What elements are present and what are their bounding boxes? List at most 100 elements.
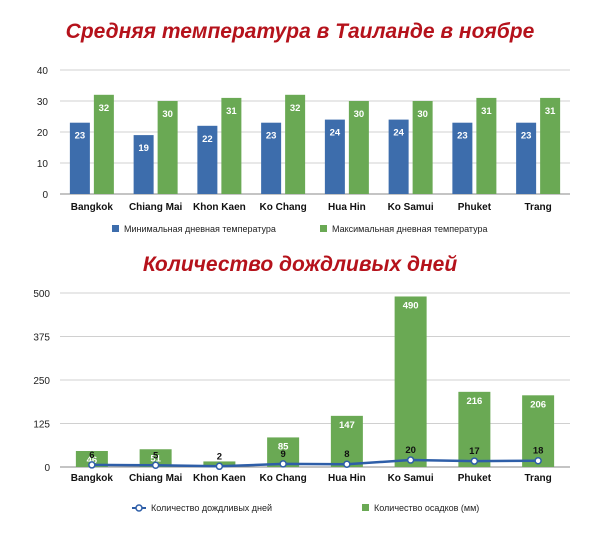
bar — [75, 450, 108, 467]
data-label: 32 — [99, 103, 110, 114]
data-label: 30 — [417, 109, 428, 120]
bar-data-label: 46 — [87, 455, 98, 466]
temperature-chart: 0 10 20 30 40 23 32 Bangkok 19 30 Chiang Mai 22 31 Kh… — [37, 66, 570, 234]
data-label: 23 — [521, 131, 532, 142]
y-tick-label: 250 — [33, 376, 50, 387]
rain-chart-title: Количество дождливых дней — [142, 253, 458, 276]
bar — [285, 94, 306, 194]
y-tick-label: 20 — [37, 128, 49, 139]
line-data-label: 6 — [89, 450, 94, 461]
bar — [139, 449, 172, 467]
legend-label: Минимальная дневная температура — [124, 224, 276, 234]
data-label: 24 — [393, 128, 404, 139]
line-data-label: 17 — [469, 446, 480, 457]
line-data-label: 20 — [405, 445, 416, 456]
line-data-label: 2 — [217, 451, 222, 462]
legend-marker — [135, 504, 143, 512]
bar — [516, 122, 537, 194]
bar — [133, 135, 154, 194]
y-tick-label: 0 — [42, 190, 48, 201]
line-point — [343, 460, 351, 468]
line-point — [406, 456, 415, 464]
line-point — [534, 456, 542, 465]
category-label: Hua Hin — [328, 473, 366, 484]
legend-label: Максимальная дневная температура — [332, 224, 488, 234]
y-tick-label: 30 — [37, 97, 49, 108]
legend-swatch — [112, 225, 119, 232]
line-point — [151, 461, 160, 470]
bar — [157, 101, 178, 194]
bar — [452, 122, 473, 194]
data-label: 23 — [457, 131, 468, 142]
line-point — [279, 460, 287, 468]
y-tick-label: 10 — [37, 159, 49, 170]
bar-data-label: 206 — [530, 399, 546, 410]
category-label: Bangkok — [71, 473, 114, 484]
y-tick-label: 0 — [44, 463, 50, 474]
y-tick-label: 500 — [33, 289, 50, 300]
y-tick-label: 40 — [37, 66, 49, 77]
category-label: Ko Samui — [388, 473, 434, 484]
bar — [324, 119, 345, 194]
line-data-label: 8 — [344, 449, 349, 460]
data-label: 32 — [290, 103, 301, 114]
category-label: Khon Kaen — [193, 202, 246, 213]
category-label: Phuket — [458, 202, 492, 213]
bar-data-label: 147 — [339, 420, 355, 431]
bar-data-label: 490 — [403, 300, 419, 311]
category-label: Chiang Mai — [129, 202, 183, 213]
line-data-label: 5 — [153, 450, 159, 461]
y-tick-label: 125 — [33, 420, 50, 431]
legend-swatch — [320, 225, 327, 232]
legend-label: Количество дождливых дней — [151, 503, 272, 513]
data-label: 31 — [545, 106, 556, 117]
category-label: Chiang Mai — [129, 473, 183, 484]
bar-data-label: 85 — [278, 441, 289, 452]
category-label: Ko Samui — [388, 202, 434, 213]
category-label: Ko Chang — [260, 202, 307, 213]
legend-label: Количество осадков (мм) — [374, 503, 479, 513]
data-label: 31 — [481, 106, 492, 117]
temperature-chart-title: Средняя температура в Таиланде в ноябре — [65, 20, 535, 43]
bar — [197, 125, 218, 194]
bar — [394, 296, 427, 467]
category-label: Trang — [525, 202, 552, 213]
data-label: 19 — [138, 143, 149, 154]
bar — [348, 101, 369, 194]
data-label: 30 — [162, 109, 173, 120]
data-label: 24 — [330, 128, 341, 139]
data-label: 31 — [226, 106, 237, 117]
bar — [330, 415, 363, 467]
bar — [458, 391, 491, 467]
line-point — [470, 457, 479, 465]
bar — [221, 97, 242, 194]
line-point — [215, 462, 224, 471]
data-label: 23 — [75, 131, 86, 142]
legend-swatch — [362, 504, 369, 511]
bar — [540, 97, 561, 194]
bar — [476, 97, 497, 194]
data-label: 22 — [202, 134, 213, 145]
bar — [69, 122, 90, 194]
rainy-days-line — [91, 458, 539, 468]
bar — [93, 94, 114, 194]
bar — [522, 395, 555, 467]
bar — [261, 122, 282, 194]
category-label: Phuket — [458, 473, 492, 484]
line-point — [88, 461, 96, 469]
category-label: Bangkok — [71, 202, 114, 213]
category-label: Hua Hin — [328, 202, 366, 213]
bar — [412, 101, 433, 194]
category-label: Ko Chang — [260, 473, 307, 484]
bar-data-label: 216 — [466, 396, 482, 407]
category-label: Khon Kaen — [193, 473, 246, 484]
line-data-label: 9 — [280, 449, 285, 460]
category-label: Trang — [525, 473, 552, 484]
y-tick-label: 375 — [33, 333, 50, 344]
bar — [388, 119, 409, 194]
line-data-label: 18 — [533, 446, 544, 457]
data-label: 23 — [266, 131, 277, 142]
data-label: 30 — [354, 109, 365, 120]
bar-data-label: 51 — [150, 453, 161, 464]
